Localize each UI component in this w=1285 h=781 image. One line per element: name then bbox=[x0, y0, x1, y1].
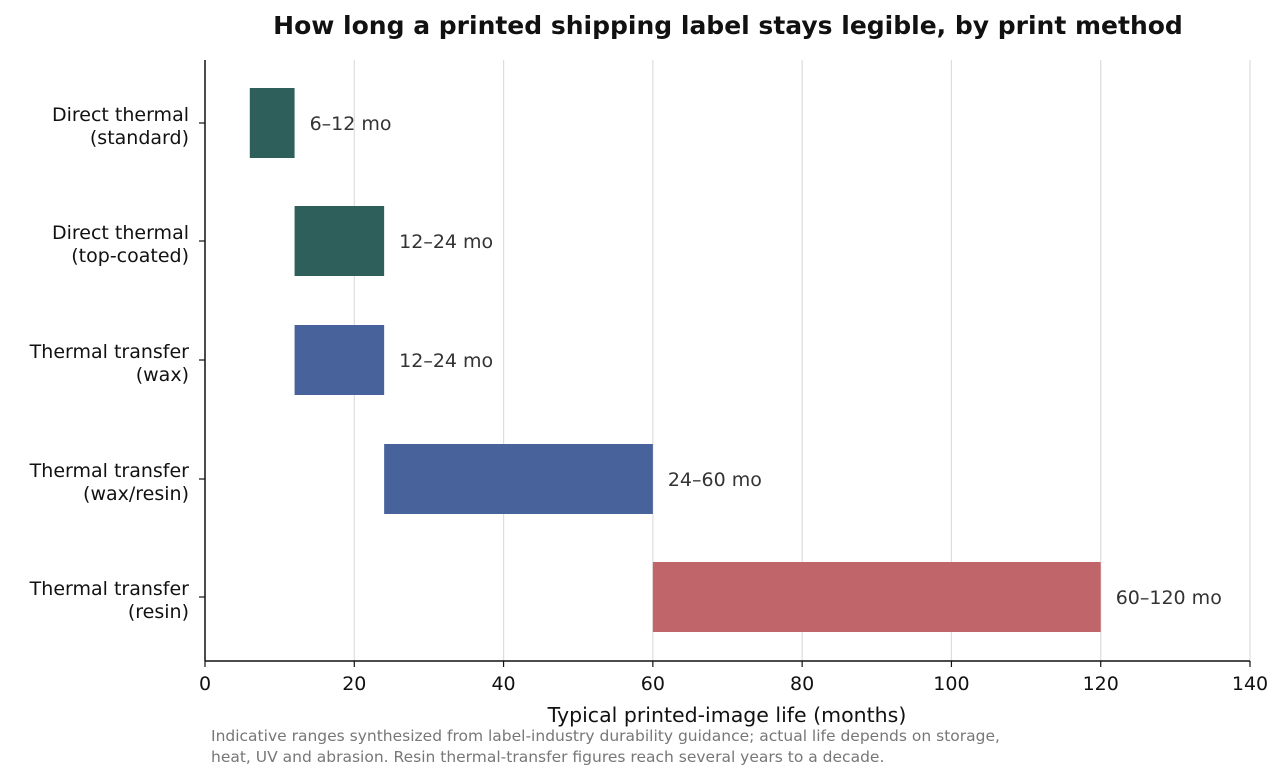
data-label: 12–24 mo bbox=[399, 350, 493, 372]
x-tick-label: 60 bbox=[641, 673, 665, 695]
bar bbox=[384, 444, 653, 514]
category-label: Thermal transfer (resin) bbox=[29, 578, 190, 623]
data-labels: 6–12 mo 12–24 mo 12–24 mo 24–60 mo 60–120 mo bbox=[310, 113, 1222, 609]
category-label: Direct thermal (top-coated) bbox=[52, 222, 189, 267]
data-label: 6–12 mo bbox=[310, 113, 392, 135]
x-tick-label: 120 bbox=[1083, 673, 1119, 695]
chart-title: How long a printed shipping label stays … bbox=[273, 11, 1183, 40]
x-tick-label: 140 bbox=[1232, 673, 1268, 695]
bar bbox=[249, 88, 295, 158]
x-tick-label: 20 bbox=[342, 673, 366, 695]
x-tick-label: 80 bbox=[790, 673, 814, 695]
x-tick-labels: 0 20 40 60 80 100 120 140 bbox=[199, 673, 1268, 695]
category-label-line: Direct thermal bbox=[52, 222, 189, 244]
data-label: 12–24 mo bbox=[399, 231, 493, 253]
category-labels: Direct thermal (standard)Direct thermal (t… bbox=[29, 104, 190, 623]
category-label-line: (wax/resin) bbox=[83, 483, 189, 505]
category-label: Direct thermal (standard) bbox=[52, 104, 189, 149]
footnote-line: heat, UV and abrasion. Resin thermal-tra… bbox=[211, 748, 884, 766]
footnote: Indicative ranges synthesized from label… bbox=[211, 727, 1000, 766]
data-label: 60–120 mo bbox=[1116, 587, 1222, 609]
category-label-line: Thermal transfer bbox=[29, 341, 190, 363]
category-label-line: Direct thermal bbox=[52, 104, 189, 126]
x-tick-label: 40 bbox=[491, 673, 515, 695]
x-tick-label: 100 bbox=[933, 673, 969, 695]
category-label: Thermal transfer (wax) bbox=[29, 341, 190, 386]
bar bbox=[652, 562, 1101, 632]
category-label-line: (standard) bbox=[90, 127, 189, 149]
bar bbox=[294, 206, 385, 276]
x-tick-label: 0 bbox=[199, 673, 211, 695]
axes bbox=[199, 60, 1251, 667]
footnote-line: Indicative ranges synthesized from label… bbox=[211, 727, 1000, 745]
x-axis-title: Typical printed-image life (months) bbox=[547, 703, 907, 727]
category-label-line: Thermal transfer bbox=[29, 578, 190, 600]
bar bbox=[294, 325, 385, 395]
category-label-line: (top-coated) bbox=[71, 245, 189, 267]
data-label: 24–60 mo bbox=[668, 469, 762, 491]
bars bbox=[249, 88, 1101, 632]
gridlines bbox=[353, 60, 1251, 661]
category-label: Thermal transfer (wax/resin) bbox=[29, 460, 190, 505]
category-label-line: (resin) bbox=[128, 601, 189, 623]
category-label-line: Thermal transfer bbox=[29, 460, 190, 482]
category-label-line: (wax) bbox=[136, 364, 189, 386]
